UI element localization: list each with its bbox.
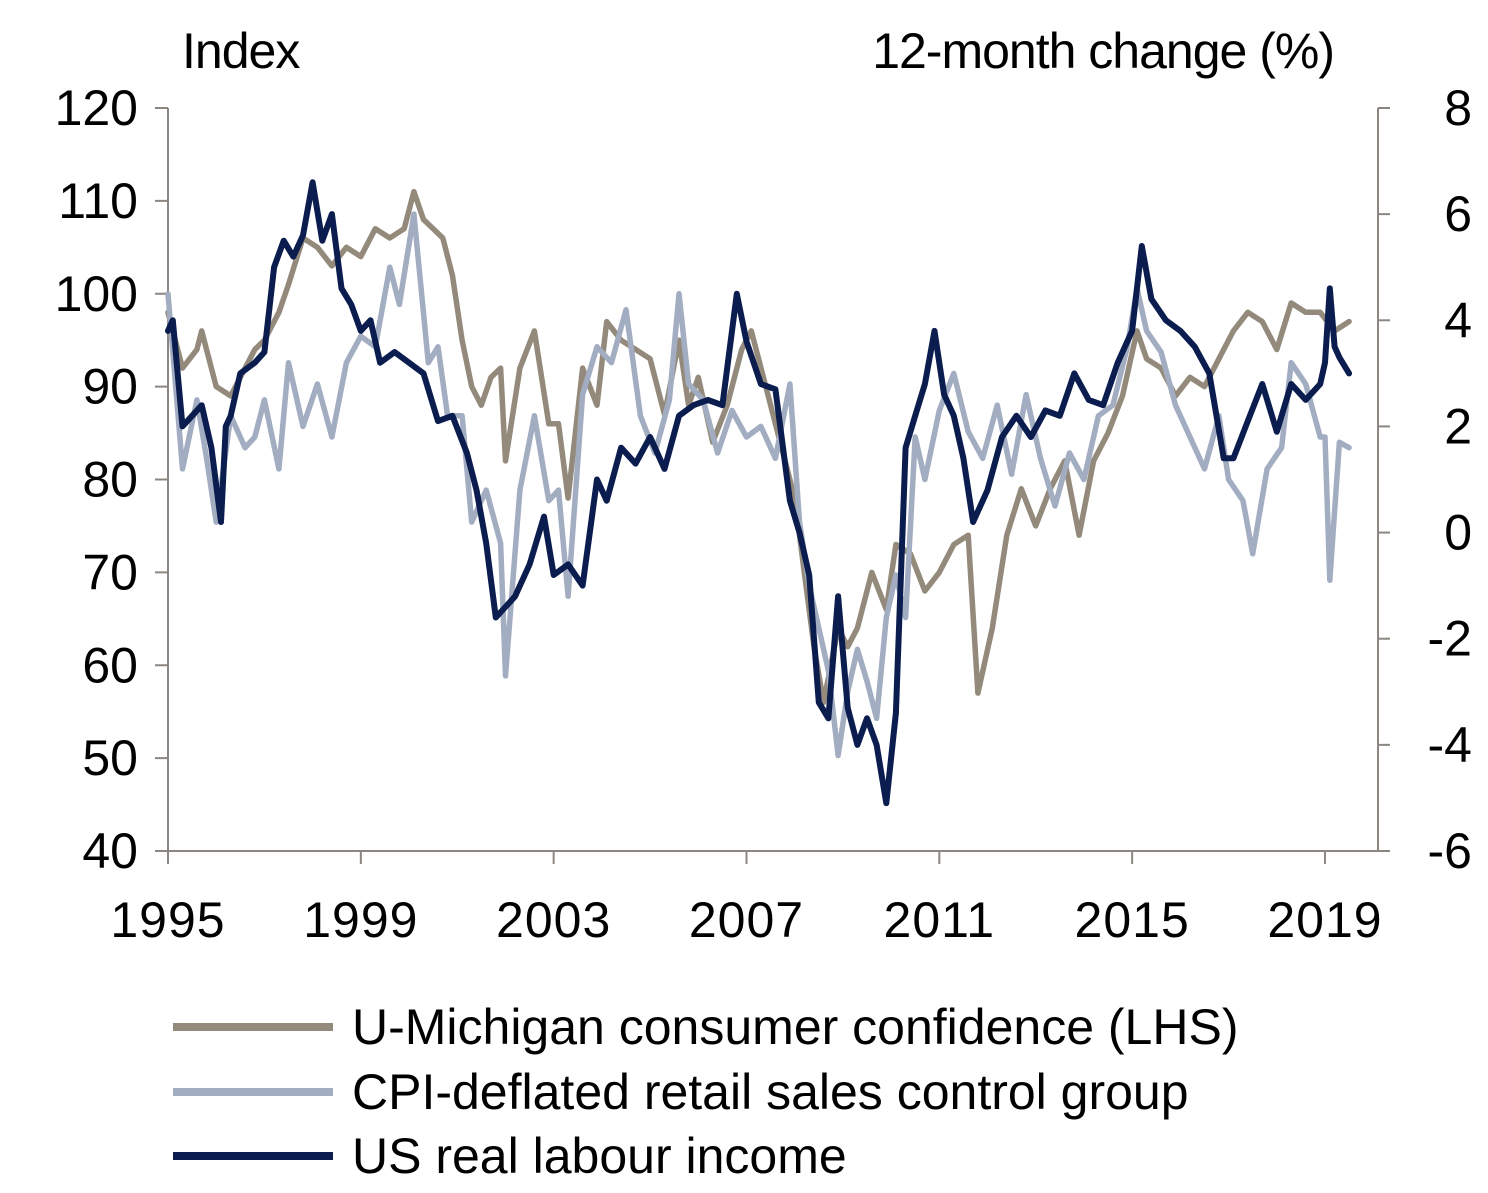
left-tick-label: 60: [82, 637, 138, 693]
x-tick-label: 2011: [884, 892, 996, 948]
series-line-1: [165, 188, 1352, 706]
right-tick-label: -4: [1428, 717, 1472, 773]
right-axis-title: 12-month change (%): [872, 23, 1335, 79]
series-line-2: [165, 211, 1352, 759]
right-tick-label: 0: [1444, 505, 1472, 561]
left-tick-label: 120: [55, 80, 138, 136]
left-axis-title: Index: [182, 23, 300, 79]
right-tick-label: 6: [1444, 186, 1472, 242]
right-tick-label: 4: [1444, 292, 1472, 348]
legend-label-3: US real labour income: [352, 1128, 847, 1184]
left-tick-label: 80: [82, 452, 138, 508]
series-line-3: [165, 179, 1353, 807]
left-tick-label: 90: [82, 359, 138, 415]
left-tick-label: 50: [82, 730, 138, 786]
right-tick-label: -2: [1428, 611, 1472, 667]
x-tick-label: 1995: [110, 892, 225, 948]
left-tick-label: 110: [58, 173, 138, 229]
x-tick-label: 2019: [1267, 892, 1382, 948]
legend-label-1: U-Michigan consumer confidence (LHS): [352, 999, 1238, 1055]
legend-label-2: CPI-deflated retail sales control group: [352, 1064, 1189, 1120]
x-tick-label: 1999: [303, 892, 418, 948]
left-tick-label: 40: [82, 823, 138, 879]
right-tick-label: 8: [1444, 80, 1472, 136]
left-tick-label: 100: [55, 266, 138, 322]
right-tick-label: -6: [1428, 823, 1472, 879]
x-tick-label: 2015: [1075, 892, 1190, 948]
right-tick-label: 2: [1444, 398, 1472, 454]
x-tick-label: 2007: [689, 892, 804, 948]
left-tick-label: 70: [82, 544, 138, 600]
axes: 120 110 100 90 80 70 60 50 40 8 6 4 2 0 -2 -4 -6 1995 1999…: [55, 80, 1472, 948]
x-tick-label: 2003: [496, 892, 611, 948]
series-layer: [165, 179, 1353, 807]
legend: U-Michigan consumer confidence (LHS) CPI-…: [173, 999, 1238, 1184]
